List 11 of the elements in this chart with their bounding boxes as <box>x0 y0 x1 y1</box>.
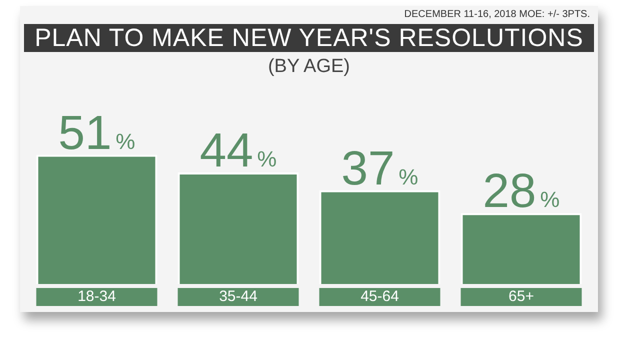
x-tick-label: 35-44 <box>219 288 258 306</box>
x-tick-label: 18-34 <box>78 288 116 306</box>
data-label: 28% <box>482 165 560 218</box>
x-tick-label: 45-64 <box>360 288 399 306</box>
x-tick-label: 65+ <box>508 288 534 306</box>
chart-subtitle: (BY AGE) <box>266 56 351 78</box>
chart-title: PLAN TO MAKE NEW YEAR'S RESOLUTIONS <box>24 24 594 52</box>
data-label: 37% <box>341 142 418 196</box>
data-label: 51% <box>58 106 136 160</box>
data-label: 44% <box>200 124 277 178</box>
text: DECEMBER 11-16, 2018 MOE: +/- 3PTS. <box>404 9 590 20</box>
